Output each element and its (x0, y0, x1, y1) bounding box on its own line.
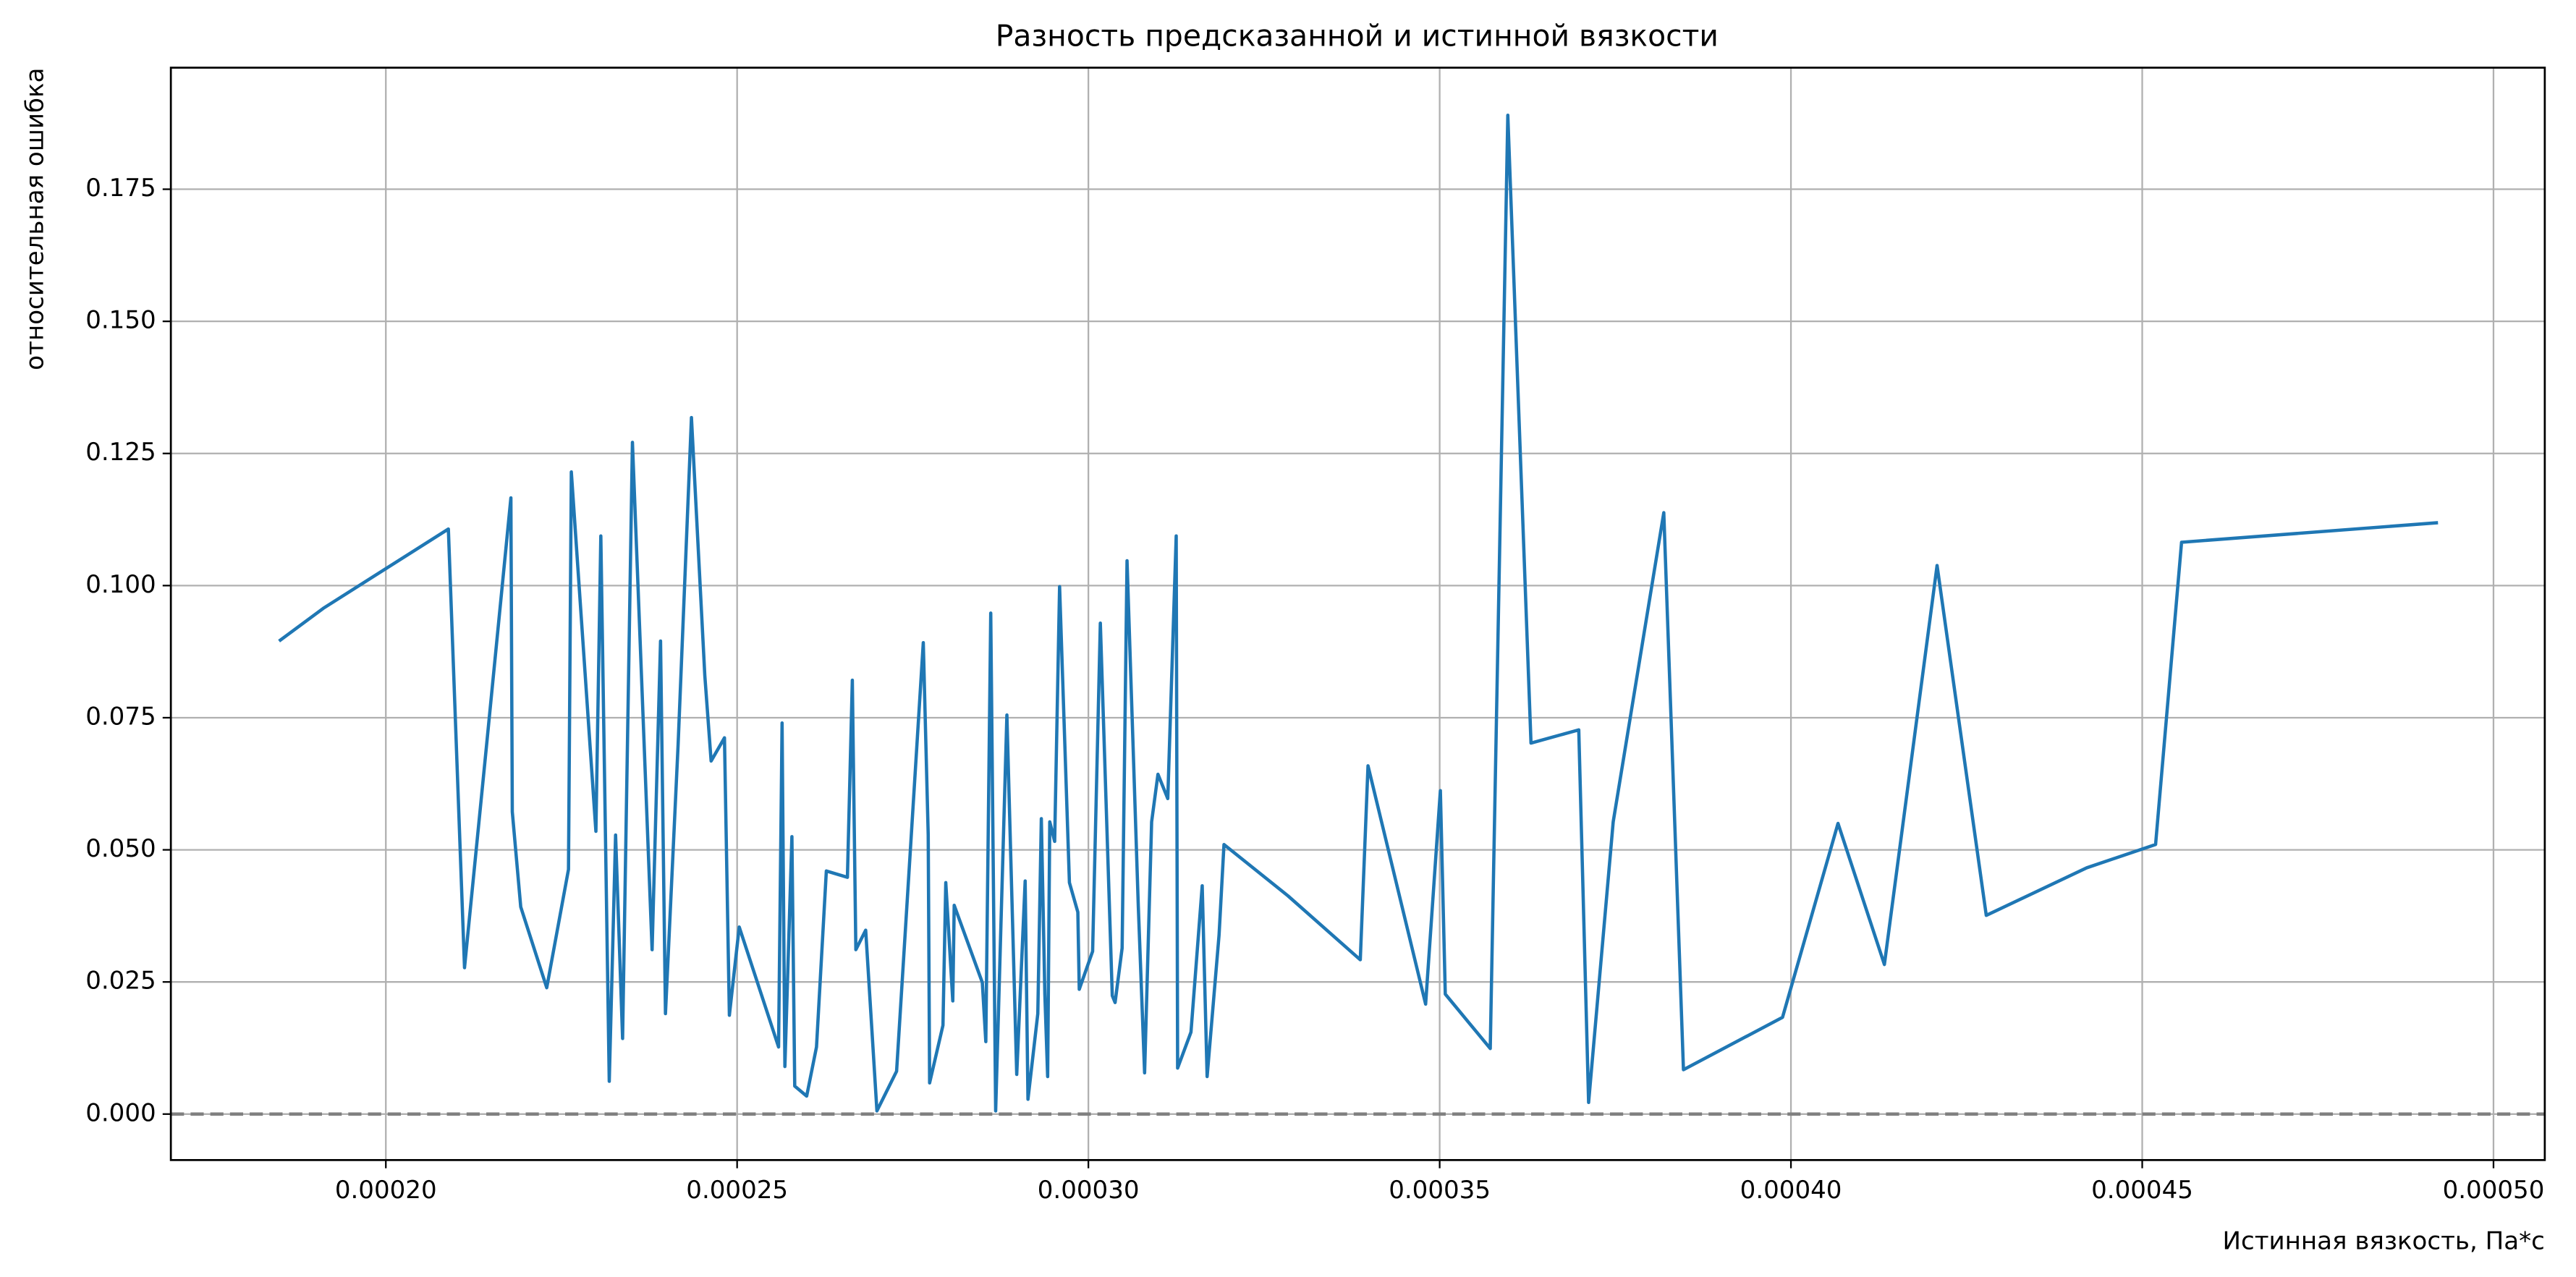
y-tick-label: 0.175 (85, 174, 156, 203)
x-tick-label: 0.00035 (1389, 1176, 1491, 1205)
x-tick-label: 0.00030 (1038, 1176, 1140, 1205)
x-tick-label: 0.00025 (686, 1176, 788, 1205)
x-tick-label: 0.00045 (2091, 1176, 2193, 1205)
x-tick-label: 0.00020 (335, 1176, 437, 1205)
y-tick-label: 0.150 (85, 306, 156, 335)
y-tick-label: 0.075 (85, 702, 156, 731)
plot-frame (169, 67, 2546, 1161)
x-tick-label: 0.00050 (2443, 1176, 2545, 1205)
y-tick-label: 0.025 (85, 967, 156, 996)
y-tick-label: 0.050 (85, 834, 156, 863)
x-axis-label: Истинная вязкость, Па*с (2223, 1226, 2545, 1255)
y-tick-label: 0.100 (85, 570, 156, 599)
x-tick-label: 0.00040 (1740, 1176, 1842, 1205)
data-line (278, 114, 2439, 1113)
y-tick-label: 0.000 (85, 1098, 156, 1127)
y-tick-label: 0.125 (85, 438, 156, 467)
chart-title: Разность предсказанной и истинной вязкос… (996, 19, 1719, 54)
y-axis-label: относительная ошибка (20, 68, 49, 370)
